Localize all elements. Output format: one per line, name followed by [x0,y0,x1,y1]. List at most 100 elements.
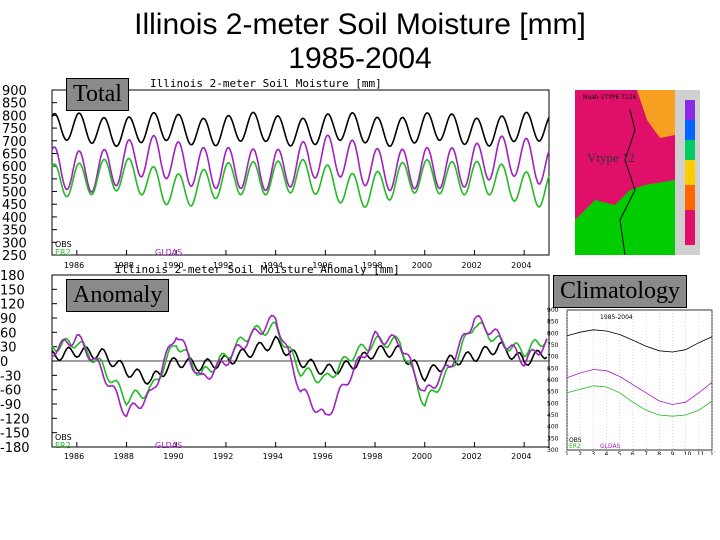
map-state-border [619,109,636,255]
climatology-ytick-label: 500 [547,400,559,407]
anomaly-xtick-label: 1996 [312,452,332,461]
anomaly-legend-er2: ER2 [55,441,71,450]
total-ytick-label: 250 [2,249,27,264]
climatology-ytick-label: 900 [547,307,559,314]
map-legend-swatch-1 [685,100,695,120]
total-xtick-label: 2004 [511,261,531,270]
map-vtype-label: Vtype 12 [587,150,635,165]
climatology-xtick-label: 7 [644,451,648,455]
total-ytick-label: 400 [2,211,27,226]
climatology-chart: 1985-2004 900 850 800 750 700 650 600 550 500 450… [547,307,715,455]
climatology-plot-title: 1985-2004 [600,314,633,321]
anomaly-ytick-label: 30 [0,341,17,356]
anomaly-plot-title: Illinois 2-meter Soil Moisture Anomaly [… [115,263,400,276]
map-legend-swatch-4 [685,160,695,185]
anomaly-ytick-label: -120 [0,412,30,427]
total-ytick-label: 650 [2,147,27,162]
climatology-ytick-label: 800 [547,330,559,337]
anomaly-ytick-label: 0 [0,355,8,370]
climatology-ytick-label: 650 [547,365,559,372]
total-xtick-label: 1998 [362,261,382,270]
total-xtick-label: 1996 [312,261,332,270]
anomaly-ytick-label: 90 [0,312,17,327]
total-ytick-label: 350 [2,224,27,239]
climatology-legend-gldas: GLDAS [600,443,621,450]
climatology-xtick-label: 4 [605,451,609,455]
anomaly-xtick-label: 1986 [64,452,84,461]
map-green-region [575,180,675,255]
total-ytick-label: 700 [2,135,27,150]
total-ytick-label: 600 [2,160,27,175]
total-xtick-label: 2002 [461,261,481,270]
total-series-line-obs [51,111,550,148]
map-header: Noah VTYPE T126 [583,94,637,101]
map-legend-swatch-5 [685,185,695,210]
climatology-ytick-label: 850 [547,319,559,326]
total-ytick-label: 800 [2,109,27,124]
map-svg: Noah VTYPE T126 Vtype 12 [575,90,695,255]
climatology-xtick-label: 8 [657,451,661,455]
total-xtick-label: 1990 [163,261,183,270]
anomaly-ytick-label: 120 [0,298,25,313]
climatology-ytick-label: 400 [547,424,559,431]
anomaly-ytick-label: 60 [0,326,17,341]
climatology-ytick-label: 600 [547,377,559,384]
climatology-label: Climatology [553,275,687,308]
total-ytick-label: 550 [2,173,27,188]
climatology-xtick-label: 12 [710,451,715,455]
total-xtick-label: 1994 [263,261,283,270]
total-xtick-label: 1992 [213,261,233,270]
anomaly-xtick-label: 2002 [461,452,481,461]
climatology-series-line-obs [566,329,713,353]
climatology-ytick-label: 700 [547,354,559,361]
anomaly-xtick-label: 2004 [511,452,531,461]
total-series-line-er2 [51,157,550,208]
total-ytick-label: 850 [2,97,27,112]
map-legend-swatch-3 [685,140,695,160]
slide-title-line1: Illinois 2-meter Soil Moisture [mm] [134,8,586,41]
total-plot-frame [51,89,550,256]
climatology-series-line-er2 [566,385,713,417]
anomaly-ytick-label: -60 [0,384,21,399]
climatology-legend-obs: OBS [569,437,582,444]
total-ytick-label: 300 [2,236,27,251]
total-ytick-label: 450 [2,198,27,213]
anomaly-label: Anomaly [66,279,170,312]
climatology-xtick-label: 10 [684,451,692,455]
slide-title: Illinois 2-meter Soil Moisture [mm] 1985… [60,8,660,76]
anomaly-ytick-label: -150 [0,427,30,442]
anomaly-xtick-label: 2000 [412,452,432,461]
climatology-ytick-label: 450 [547,412,559,419]
anomaly-ytick-label: 150 [0,283,25,298]
climatology-xtick-label: 9 [670,451,674,455]
climatology-series-line-gldas [566,369,713,405]
anomaly-ytick-label: -90 [0,398,21,413]
total-legend-obs: OBS [55,240,72,249]
climatology-xtick-label: 11 [697,451,705,455]
anomaly-series-line-obs [51,335,548,385]
total-series-line-gldas [51,134,550,194]
anomaly-xtick-label: 1988 [114,452,134,461]
climatology-xtick-label: 5 [618,451,622,455]
climatology-ytick-label: 350 [547,435,559,442]
anomaly-xtick-label: 1998 [362,452,382,461]
total-ytick-label: 500 [2,186,27,201]
anomaly-series-line-er2 [51,321,548,408]
total-moisture-chart: Illinois 2-meter Soil Moisture [mm] 9008… [2,77,550,270]
anomaly-ytick-label: -30 [0,369,21,384]
climatology-xtick-label: 1 [565,451,569,455]
total-xtick-label: 1986 [64,261,84,270]
total-ytick-label: 750 [2,122,27,137]
climatology-xtick-label: 6 [631,451,635,455]
climatology-xtick-label: 2 [578,451,582,455]
anomaly-xtick-label: 1994 [263,452,283,461]
climatology-ytick-label: 300 [547,447,559,454]
map-legend-swatch-2 [685,120,695,140]
map-legend-swatch-6 [685,210,695,245]
climatology-xtick-label: 3 [591,451,595,455]
total-label: Total [66,78,129,111]
climatology-plot-frame [566,309,713,451]
anomaly-xtick-label: 1990 [163,452,183,461]
anomaly-legend-obs: OBS [55,433,72,442]
total-xtick-label: 2000 [412,261,432,270]
